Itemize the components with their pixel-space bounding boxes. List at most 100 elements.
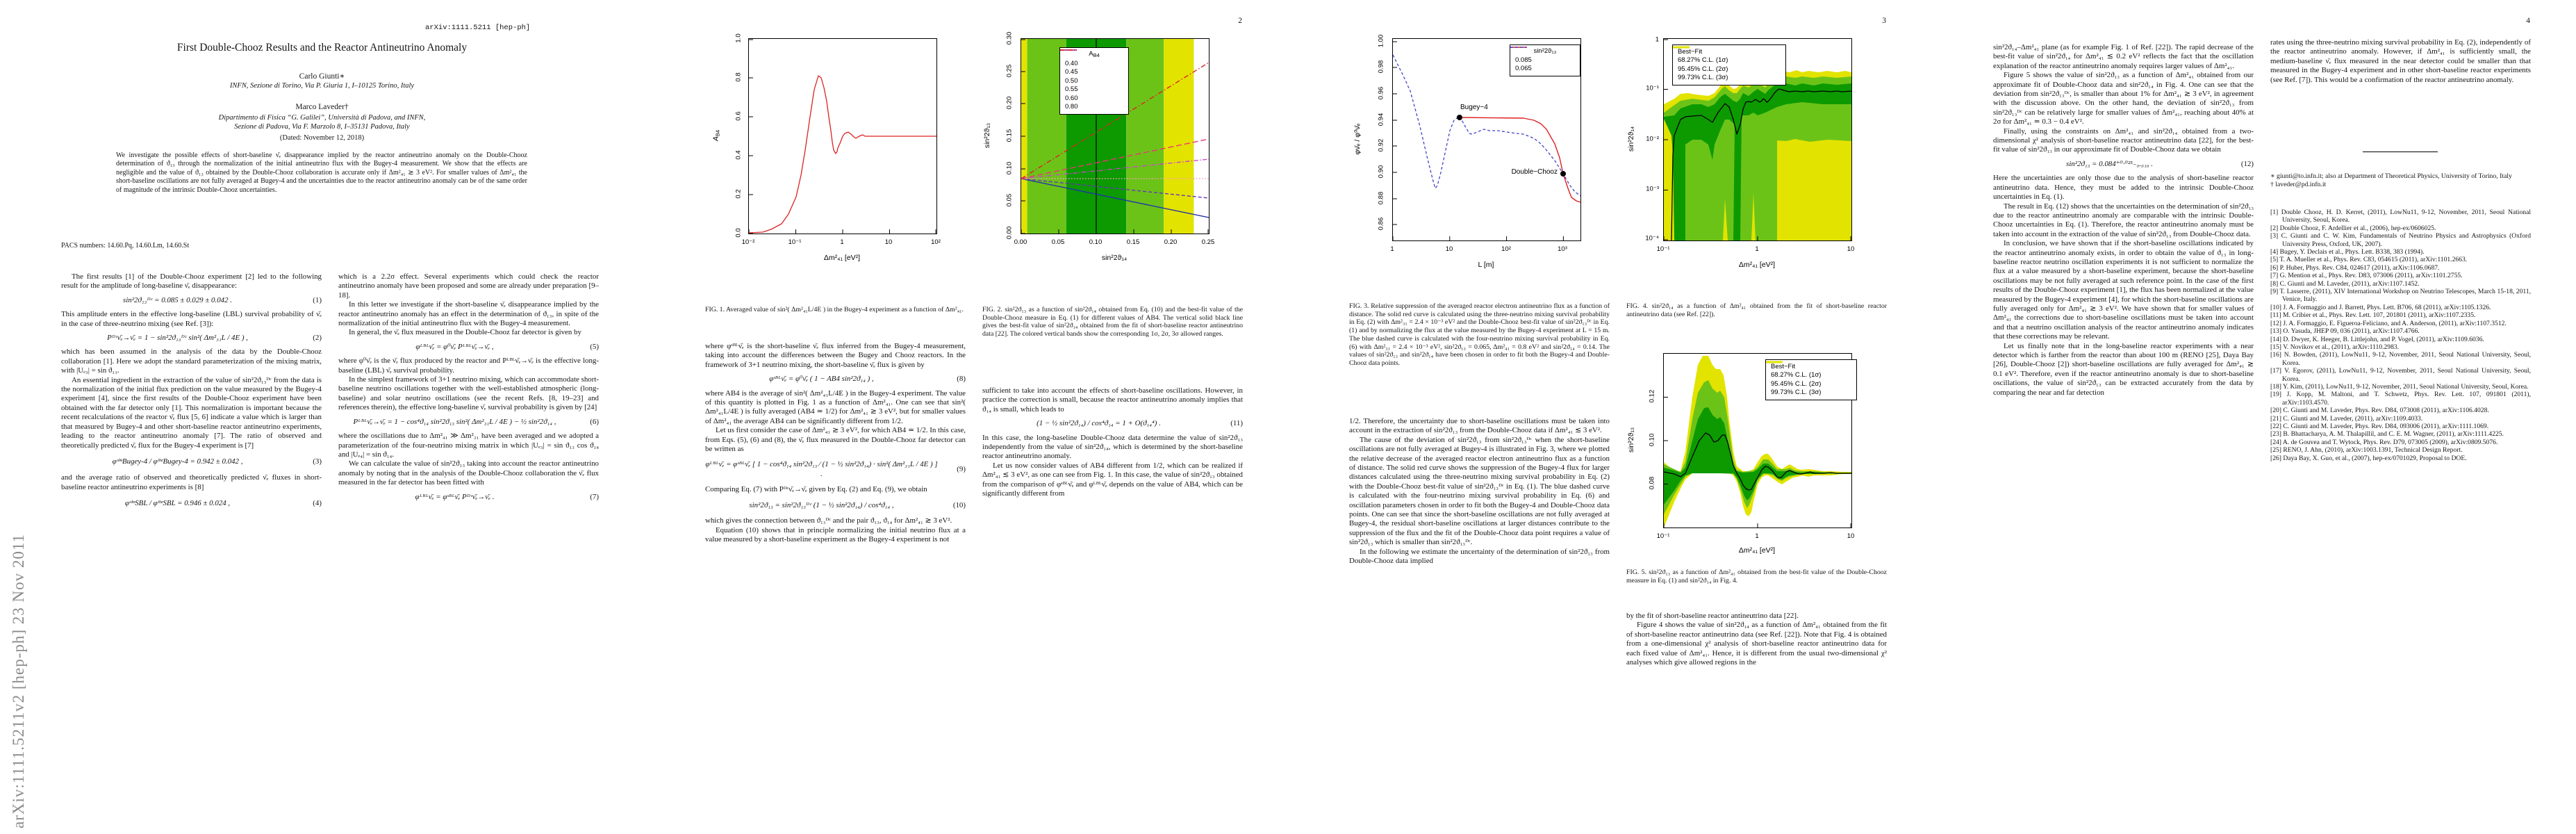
reference-item: [17] V. Egorov, (2011), LowNu11, 9-12, N…	[2270, 367, 2531, 383]
paragraph: Equation (10) shows that in principle no…	[705, 525, 966, 543]
equation-8: φˢᴮᴸν̄ₑ = φ⁰ν̄ₑ ( 1 − AB4 sin²2ϑ₁₄ ) , (8…	[705, 375, 966, 384]
equation-body: (1 − ½ sin²2ϑ₁₄) / cos⁴ϑ₁₄ = 1 + O(ϑ₁₄⁴)…	[1037, 419, 1161, 428]
paragraph: where φ⁰ν̄ₑ is the ν̄ₑ flux produced by …	[338, 357, 599, 375]
paragraph: where φˢᴮᴸν̄ₑ is the short-baseline ν̄ₑ …	[705, 342, 966, 369]
page4-column-left: sin²2ϑ₁₄–Δm²₄₁ plane (as for example Fig…	[1993, 43, 2254, 398]
tick-label: 0.88	[1377, 191, 1385, 205]
tick-label: 10	[884, 238, 893, 246]
paragraph: This amplitude enters in the effective l…	[61, 310, 322, 328]
legend-entry: 99.73% C.L. (3σ)	[1673, 46, 1781, 83]
equation-body: Pᴸᴮᴸν̄ₑ→ν̄ₑ = 1 − cos⁴ϑ₁₄ sin²2ϑ₁₃ sin²(…	[353, 417, 556, 426]
legend-label: 0.065	[1515, 65, 1532, 73]
fig1-averaged-sin2-curve	[749, 75, 936, 234]
legend-line-sample	[1766, 361, 1783, 363]
equation-number: (12)	[2240, 159, 2254, 168]
page4-column-right-top: rates using the three-neutrino mixing su…	[2270, 38, 2531, 85]
reference-item: [21] C. Giunti and M. Laveder, (2011), a…	[2270, 414, 2423, 423]
equation-3: φᵒᵇˢBugey-4 / φᵗʰᵉBugey-4 = 0.942 ± 0.04…	[61, 457, 322, 466]
fig3-legend: sin²2ϑ₁₃ 0.085 0.065	[1510, 44, 1580, 76]
fig4-x-axis-label: Δm²₄₁ [eV²]	[1738, 261, 1776, 269]
legend-label: 95.45% C.L. (2σ)	[1678, 65, 1728, 73]
paragraph: An essential ingredient in the extractio…	[61, 375, 322, 450]
arxiv-identifier: arXiv:1111.5211 [hep-ph]	[425, 24, 531, 32]
tick-label: 10²	[1501, 245, 1511, 253]
legend-entry: 95.45% C.L. (2σ)	[1673, 46, 1781, 74]
affiliation-2-line2: Sezione di Padova, Via F. Marzolo 8, I–3…	[234, 123, 410, 131]
equation-6: Pᴸᴮᴸν̄ₑ→ν̄ₑ = 1 − cos⁴ϑ₁₄ sin²2ϑ₁₃ sin²(…	[338, 418, 599, 427]
paragraph: In general, the ν̄ₑ flux measured in the…	[349, 328, 581, 337]
footnote-email-2: † laveder@pd.infn.it	[2270, 180, 2327, 188]
equation-number: (9)	[957, 465, 966, 474]
tick-label: 10⁻⁴	[1645, 234, 1659, 243]
fig2-line-080	[1021, 62, 1209, 179]
tick-label: 0.10	[1005, 161, 1014, 175]
arxiv-side-banner: arXiv:1111.5211v2 [hep-ph] 23 Nov 2011	[10, 533, 27, 828]
fig2-band-3sigma-right	[1164, 39, 1194, 234]
legend-entry: 0.085	[1510, 47, 1575, 65]
reference-list: [1] Double Chooz, H. D. Kerret, (2011), …	[2270, 208, 2531, 462]
paragraph: Figure 4 shows the value of sin²2ϑ₁₄ as …	[1626, 621, 1887, 667]
tick-label: 1	[1655, 35, 1659, 44]
tick-label: 0.00	[1014, 238, 1027, 246]
fig5-y-axis-label: sin²2ϑ₁₃	[1627, 427, 1635, 453]
legend-entry: 0.55	[1060, 49, 1123, 95]
tick-label: 0.8	[734, 72, 743, 82]
tick-label: 0.2	[734, 189, 743, 199]
legend-label: 68.27% C.L. (1σ)	[1678, 56, 1728, 65]
equation-5: φᴸᴮᴸν̄ₑ = φ⁰ν̄ₑ Pᴸᴮᴸν̄ₑ→ν̄ₑ , (5)	[338, 343, 599, 352]
page1-column-left: The first results [1] of the Double-Choo…	[61, 272, 322, 516]
page-number: 3	[1882, 17, 1886, 25]
equation-body: sin²2ϑ₁₃ = sin²2ϑ₁₃ᴰᶜ (1 − ½ sin²2ϑ₁₄) /…	[749, 500, 894, 509]
page-1: arXiv:1111.5211v2 [hep-ph] 23 Nov 2011 a…	[0, 0, 644, 834]
tick-label: 10⁻³	[1646, 185, 1659, 193]
tick-label: 0.20	[1164, 238, 1178, 246]
reference-item: [25] RENO, J. Ahn, (2010), arXiv:1003.13…	[2270, 446, 2463, 455]
author-2: Marco Laveder†	[295, 103, 349, 111]
figure-1-plot	[749, 39, 936, 234]
figure-2-caption: FIG. 2. sin²2ϑ₁₃ as a function of sin²2ϑ…	[982, 306, 1243, 338]
tick-label: 0.10	[1089, 238, 1103, 246]
tick-label: 1	[1390, 245, 1394, 253]
equation-body: sin²2ϑ₁₃ᴰᶜ = 0.085 ± 0.029 ± 0.042 .	[122, 295, 232, 304]
page-2: 2 10⁻² 10⁻¹ 1 10 10² 1.0 0.8 0.6 0.4 0	[644, 0, 1288, 834]
tick-label: 0.0	[734, 228, 743, 238]
reference-item: [2] Double Chooz, F. Ardellier et al., (…	[2270, 224, 2436, 232]
legend-label: 0.55	[1065, 85, 1078, 94]
paragraph: In the simplest framework of 3+1 neutrin…	[338, 375, 599, 412]
figure-4-caption: FIG. 4. sin²2ϑ₁₄ as a function of Δm²₄₁ …	[1626, 302, 1887, 318]
fig2-line-055	[1021, 158, 1209, 179]
tick-label: 10	[1445, 245, 1453, 253]
figure-3-plot-area: Bugey−4 Double−Chooz sin²2ϑ₁₃ 0.085 0.06…	[1392, 38, 1581, 241]
affiliation-1: INFN, Sezione di Torino, Via P. Giuria 1…	[229, 82, 415, 90]
legend-label: Best−Fit	[1678, 47, 1703, 56]
legend-line-sample	[1060, 49, 1077, 51]
legend-entry: 99.73% C.L. (3σ)	[1766, 361, 1851, 398]
equation-11: (1 − ½ sin²2ϑ₁₄) / cos⁴ϑ₁₄ = 1 + O(ϑ₁₄⁴)…	[982, 419, 1243, 428]
fig4-y-axis-label: sin²2ϑ₁₄	[1627, 126, 1635, 152]
fig2-ticks	[1021, 39, 1209, 234]
fig3-blue-dashed-curve	[1393, 54, 1580, 197]
page-number: 4	[2526, 17, 2530, 25]
equation-number: (3)	[313, 457, 322, 466]
legend-entry: 0.065	[1510, 47, 1575, 74]
equation-number: (1)	[313, 295, 322, 304]
page-3: 3 Bugey−4 Double−Chooz sin²2ϑ₁₃	[1288, 0, 1932, 834]
fig2-band-2sigma-right	[1126, 39, 1164, 234]
tick-label: 10⁻¹	[1646, 84, 1659, 92]
equation-body: φᵒᵇˢBugey-4 / φᵗʰᵉBugey-4 = 0.942 ± 0.04…	[112, 457, 243, 466]
paragraph: Comparing Eq. (7) with Pᴰᶜν̄ₑ→ν̄ₑ given …	[705, 485, 927, 494]
reference-item: [26] Daya Bay, X. Guo, et al., (2007), h…	[2270, 454, 2467, 462]
equation-10: sin²2ϑ₁₃ = sin²2ϑ₁₃ᴰᶜ (1 − ½ sin²2ϑ₁₄) /…	[705, 501, 966, 510]
reference-item: [12] J. A. Formaggio, E. Figueroa-Felici…	[2270, 319, 2507, 327]
tick-label: 0.6	[734, 111, 743, 121]
fig3-ticks	[1393, 41, 1564, 240]
equation-body: sin²2ϑ₁₃ = 0.084⁺⁰·⁰²⁵₋₀.₀₁₀ .	[2066, 159, 2153, 168]
tick-label: 1	[840, 238, 844, 246]
paragraph: Finally, using the constraints on Δm²₄₁ …	[1993, 126, 2254, 154]
paragraph: Let us now consider values of AB4 differ…	[982, 461, 1243, 498]
tick-label: 0.15	[1005, 129, 1014, 142]
tick-label: 0.25	[1201, 238, 1215, 246]
tick-label: 0.25	[1005, 64, 1014, 78]
reference-item: [23] B. Bhattacharya, A. M. Thalapillil,…	[2270, 430, 2504, 439]
